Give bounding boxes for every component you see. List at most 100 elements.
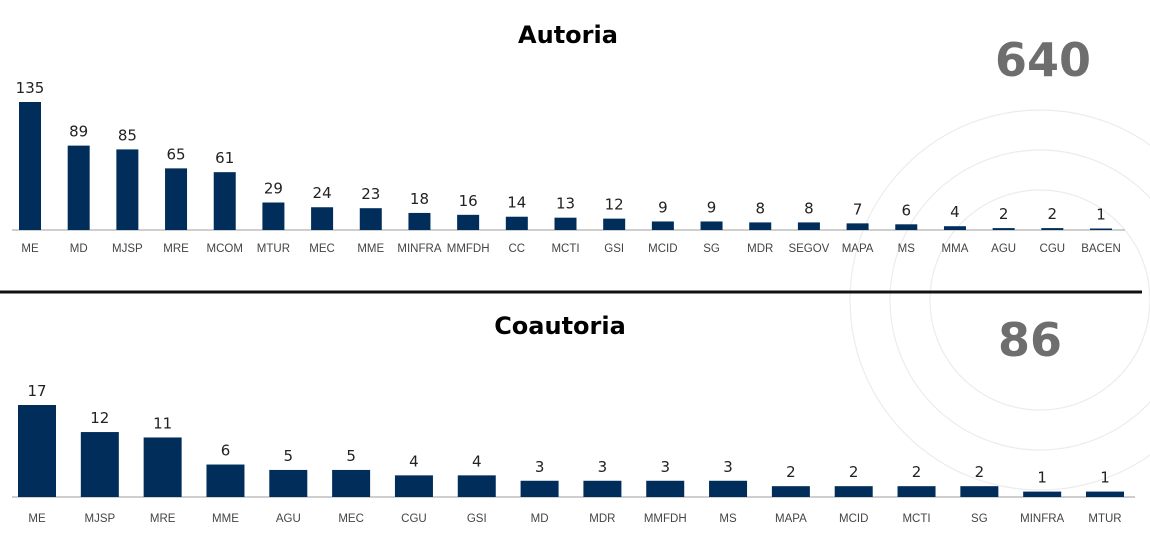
tick-label-mec: MEC — [309, 243, 335, 255]
bar-ms — [895, 224, 918, 230]
tick-label-ms: MS — [898, 243, 916, 255]
bar-mme — [206, 464, 245, 497]
coautoria-bars: 17ME12MJSP11MRE6MME5AGU5MEC4CGU4GSI3MD3M… — [12, 382, 1135, 525]
bar-minfra — [1023, 491, 1062, 497]
bar-mme — [359, 208, 382, 230]
bar-mcti — [554, 217, 577, 230]
data-label-mcid: 9 — [658, 198, 668, 216]
autoria-bars: 135ME89MD85MJSP65MRE61MCOM29MTUR24MEC23M… — [12, 79, 1125, 255]
tick-label-mcom: MCOM — [207, 243, 243, 255]
data-label-agu: 5 — [284, 447, 294, 465]
data-label-ms: 6 — [901, 201, 911, 219]
data-label-mtur: 29 — [264, 180, 283, 198]
data-label-ms: 3 — [723, 458, 733, 476]
data-label-segov: 8 — [804, 199, 814, 217]
bar-mjsp — [116, 149, 139, 230]
data-label-gsi: 12 — [605, 196, 624, 214]
bar-segov — [797, 222, 820, 230]
tick-label-mapa: MAPA — [842, 243, 874, 255]
data-label-minfra: 1 — [1037, 469, 1047, 487]
tick-label-sg: SG — [703, 243, 720, 255]
bar-md — [67, 145, 90, 230]
tick-label-cc: CC — [509, 243, 526, 255]
tick-label-cgu: CGU — [1040, 243, 1066, 255]
tick-label-md: MD — [531, 513, 549, 525]
tick-label-mtur: MTUR — [1088, 513, 1121, 525]
total-autoria: 640 — [995, 33, 1091, 87]
bar-mtur — [262, 202, 285, 230]
tick-label-ms: MS — [719, 513, 737, 525]
watermark-seal — [849, 109, 1150, 491]
tick-label-mcid: MCID — [648, 243, 677, 255]
bar-mec — [311, 207, 334, 230]
data-label-md: 3 — [535, 458, 545, 476]
tick-label-mtur: MTUR — [257, 243, 290, 255]
bar-mma — [943, 226, 966, 230]
bar-me — [18, 405, 56, 497]
tick-label-mdr: MDR — [747, 243, 773, 255]
tick-label-mdr: MDR — [589, 513, 615, 525]
bar-minfra — [408, 212, 431, 230]
bar-mdr — [583, 480, 622, 497]
data-label-mdr: 3 — [598, 458, 608, 476]
tick-label-minfra: MINFRA — [397, 243, 441, 255]
data-label-mec: 5 — [346, 447, 356, 465]
tick-label-mjsp: MJSP — [112, 243, 143, 255]
bar-bacen — [1090, 228, 1112, 230]
data-label-mma: 4 — [950, 203, 960, 221]
bar-agu — [992, 228, 1015, 230]
data-label-agu: 2 — [999, 205, 1009, 223]
tick-label-sg: SG — [971, 513, 988, 525]
data-label-mme: 6 — [221, 442, 231, 460]
tick-label-me: ME — [28, 513, 46, 525]
chart-title-autoria: Autoria — [518, 21, 618, 49]
tick-label-mmfdh: MMFDH — [447, 243, 490, 255]
data-label-mmfdh: 3 — [660, 458, 670, 476]
bar-cgu — [394, 475, 433, 497]
tick-label-mme: MME — [212, 513, 239, 525]
bar-mcid — [834, 486, 873, 497]
tick-label-me: ME — [21, 243, 39, 255]
bar-mtur — [1086, 491, 1124, 497]
data-label-mjsp: 12 — [90, 409, 109, 427]
data-label-cc: 14 — [507, 194, 526, 212]
bar-mapa — [846, 223, 869, 230]
bar-mdr — [749, 222, 772, 230]
tick-label-mmfdh: MMFDH — [644, 513, 687, 525]
bar-me — [19, 102, 41, 230]
bar-mec — [332, 469, 371, 497]
tick-label-mme: MME — [357, 243, 384, 255]
tick-label-minfra: MINFRA — [1020, 513, 1064, 525]
tick-label-mjsp: MJSP — [84, 513, 115, 525]
total-coautoria: 86 — [998, 313, 1062, 367]
bar-cgu — [1041, 228, 1064, 230]
bar-mre — [165, 168, 188, 230]
data-label-mapa: 2 — [786, 463, 796, 481]
data-label-mtur: 1 — [1100, 469, 1110, 487]
tick-label-mre: MRE — [150, 513, 176, 525]
data-label-md: 89 — [69, 123, 88, 141]
tick-label-segov: SEGOV — [788, 243, 829, 255]
tick-label-mapa: MAPA — [775, 513, 807, 525]
bar-mjsp — [80, 432, 119, 497]
tick-label-agu: AGU — [991, 243, 1016, 255]
data-label-sg: 2 — [975, 463, 985, 481]
data-label-mre: 65 — [166, 145, 185, 163]
bar-ms — [709, 480, 748, 497]
bar-mcid — [651, 221, 674, 230]
bar-mre — [143, 437, 182, 497]
bar-mapa — [771, 486, 810, 497]
data-label-mcom: 61 — [215, 149, 234, 167]
bar-agu — [269, 469, 308, 497]
chart-title-coautoria: Coautoria — [494, 312, 626, 340]
data-label-mec: 24 — [313, 184, 332, 202]
data-label-mdr: 8 — [755, 199, 765, 217]
tick-label-agu: AGU — [276, 513, 301, 525]
tick-label-mcti: MCTI — [551, 243, 579, 255]
tick-label-md: MD — [70, 243, 88, 255]
data-label-gsi: 4 — [472, 452, 482, 470]
data-label-mre: 11 — [153, 414, 172, 432]
data-label-mjsp: 85 — [118, 126, 137, 144]
tick-label-mma: MMA — [942, 243, 969, 255]
